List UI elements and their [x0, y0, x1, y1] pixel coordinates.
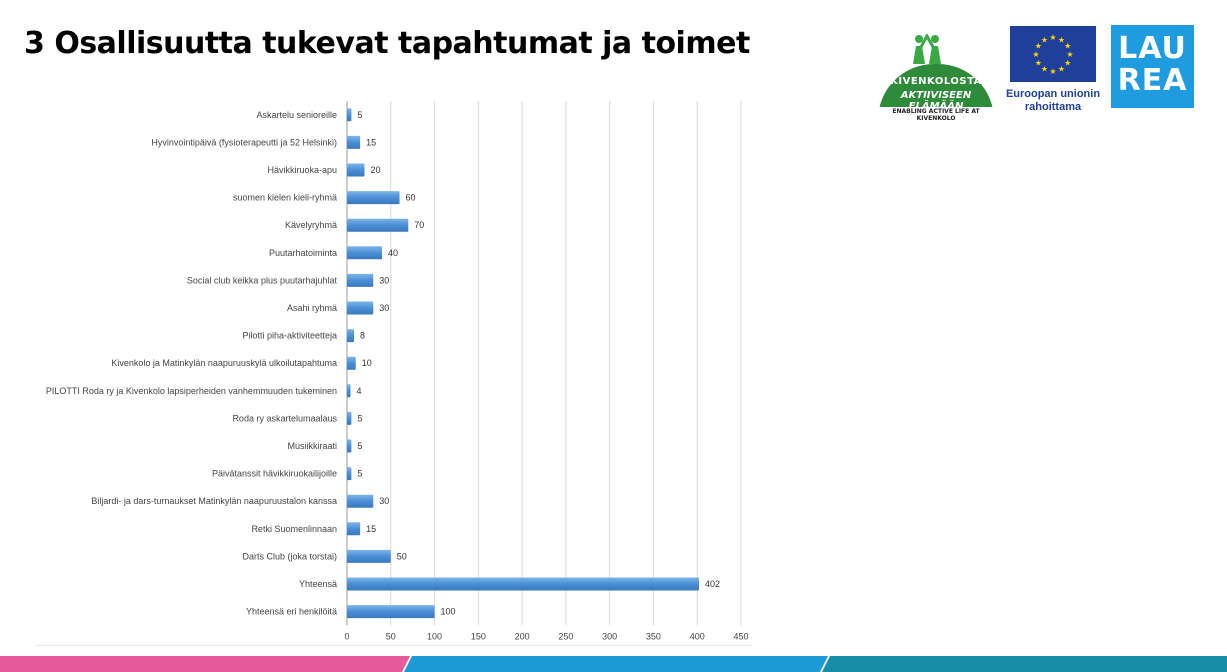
kivenkolo-name: KIVENKOLOSTA [890, 76, 982, 87]
eu-star-icon: ★ [1058, 65, 1065, 74]
bar [347, 384, 351, 398]
laurea-line2: REA [1117, 63, 1188, 98]
category-label: Darts Club (joka torstai) [242, 551, 337, 561]
kivenkolo-logo: KIVENKOLOSTA AKTIIVISEEN ELÄMÄÄN ENABLIN… [874, 28, 998, 122]
eu-star-icon: ★ [1066, 50, 1073, 59]
bar [347, 108, 352, 122]
category-label: Yhteensä [299, 579, 337, 589]
bar [347, 191, 400, 205]
data-label: 70 [414, 220, 424, 230]
category-label: Kävelyryhmä [285, 220, 337, 230]
bar [347, 411, 352, 425]
x-tick-label: 150 [471, 631, 486, 641]
eu-star-icon: ★ [1041, 35, 1048, 44]
eu-star-icon: ★ [1035, 59, 1042, 68]
bar [347, 494, 374, 508]
data-label: 5 [357, 441, 362, 451]
data-label: 30 [379, 275, 389, 285]
category-label: Retki Suomenlinnaan [251, 524, 337, 534]
x-tick-label: 400 [690, 631, 705, 641]
bar [347, 329, 355, 343]
eu-caption: Euroopan unionin rahoittama [1002, 88, 1104, 114]
logo-area: KIVENKOLOSTA AKTIIVISEEN ELÄMÄÄN ENABLIN… [874, 24, 1204, 122]
eu-star-icon: ★ [1032, 50, 1039, 59]
data-label: 40 [388, 248, 398, 258]
x-tick-label: 250 [558, 631, 573, 641]
data-label: 15 [366, 524, 376, 534]
category-label: Asahi ryhmä [287, 303, 337, 313]
category-label: Yhteensä eri henkilöitä [246, 607, 337, 617]
x-tick-label: 300 [602, 631, 617, 641]
category-label: Roda ry askartelumaalaus [232, 413, 337, 423]
data-label: 30 [379, 496, 389, 506]
category-label: Biljardi- ja dars-turnaukset Matinkylän … [91, 496, 337, 506]
data-label: 5 [357, 469, 362, 479]
category-label: Askartelu senioreille [256, 110, 337, 120]
bar [347, 467, 352, 481]
people-icon [913, 34, 941, 64]
bar [347, 301, 374, 315]
eu-star-icon: ★ [1035, 42, 1042, 51]
eu-stars-icon: ★ ★★★★★★★★★★★ [1032, 33, 1073, 76]
eu-star-icon: ★ [1058, 35, 1065, 44]
kivenkolo-tagline: ENABLING ACTIVE LIFE AT KIVENKOLO [874, 107, 998, 122]
eu-star-icon: ★ [1041, 65, 1048, 74]
x-tick-label: 50 [386, 631, 396, 641]
category-label: Musiikkiraati [287, 441, 337, 451]
stripe-blue [404, 656, 828, 672]
category-label: Hyvinvointipäivä (fysioterapeutti ja 52 … [151, 137, 337, 147]
x-tick-label: 100 [427, 631, 442, 641]
eu-star-icon: ★ [1049, 33, 1056, 42]
category-label: Pilotti piha-aktiviteetteja [242, 331, 337, 341]
data-label: 8 [360, 331, 365, 341]
page-title: 3 Osallisuutta tukevat tapahtumat ja toi… [24, 26, 750, 61]
category-label: suomen kielen kieli-ryhmä [233, 193, 337, 203]
data-label: 402 [705, 579, 720, 589]
data-label: 10 [362, 358, 372, 368]
data-label: 5 [357, 413, 362, 423]
data-label: 15 [366, 137, 376, 147]
laurea-logo: LAU REA [1111, 25, 1194, 108]
x-tick-label: 200 [515, 631, 530, 641]
bar [347, 605, 435, 619]
data-label: 4 [357, 386, 362, 396]
data-label: 50 [397, 551, 407, 561]
data-label: 30 [379, 303, 389, 313]
bar [347, 522, 361, 536]
bar [347, 163, 365, 177]
category-label: Päivätanssit hävikkiruokailijoille [212, 469, 337, 479]
eu-caption-line2: rahoittama [1024, 101, 1082, 113]
x-tick-label: 450 [733, 631, 748, 641]
bar [347, 135, 361, 149]
eu-star-icon: ★ [1064, 42, 1071, 51]
bottom-stripe [0, 656, 1227, 672]
category-label: Kivenkolo ja Matinkylän naapuruuskylä ul… [111, 358, 337, 368]
category-label: Hävikkiruoka-apu [267, 165, 337, 175]
laurea-line1: LAU [1118, 31, 1187, 66]
data-label: 20 [371, 165, 381, 175]
stripe-pink [0, 656, 410, 672]
category-label: Puutarhatoiminta [269, 248, 337, 258]
x-tick-label: 0 [344, 631, 349, 641]
bar [347, 273, 374, 287]
bar [347, 577, 699, 591]
data-label: 100 [441, 607, 456, 617]
data-label: 5 [357, 110, 362, 120]
data-label: 60 [406, 193, 416, 203]
eu-flag-logo: ★ ★ ★ ★ ★ ★ ★ ★ ★ ★ ★ ★ [1010, 26, 1096, 82]
kivenkolo-subtitle: AKTIIVISEEN ELÄMÄÄN [900, 90, 972, 112]
eu-star-icon: ★ [1049, 67, 1056, 76]
stripe-teal [822, 656, 1227, 672]
bar [347, 549, 391, 563]
x-tick-label: 350 [646, 631, 661, 641]
eu-star-icon: ★ [1064, 59, 1071, 68]
bar [347, 218, 409, 232]
category-label: PILOTTI Roda ry ja Kivenkolo lapsiperhei… [46, 386, 337, 396]
bar [347, 356, 356, 370]
eu-caption-line1: Euroopan unionin [1005, 88, 1101, 100]
bar [347, 246, 383, 260]
bar [347, 439, 352, 453]
category-label: Social club keikka plus puutarhajuhlat [187, 275, 338, 285]
